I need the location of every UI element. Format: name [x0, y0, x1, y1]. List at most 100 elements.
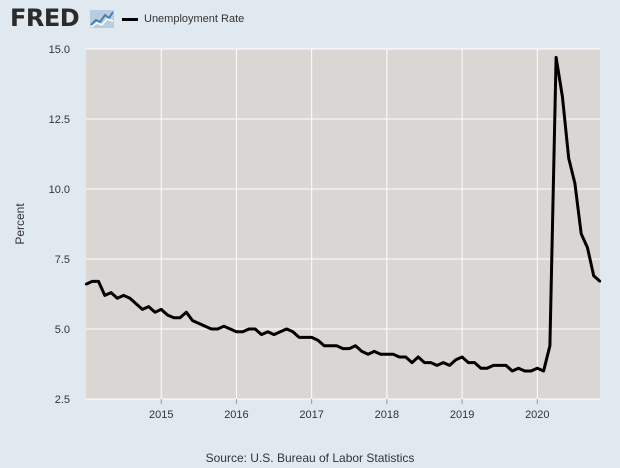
- gridlines: [86, 48, 600, 400]
- data-point: [435, 364, 439, 367]
- data-point: [116, 297, 119, 300]
- chart-legend: Unemployment Rate: [122, 12, 244, 26]
- data-point: [573, 182, 577, 185]
- data-point: [304, 336, 307, 339]
- data-point: [579, 232, 583, 235]
- data-point: [548, 344, 552, 347]
- data-point: [385, 353, 389, 356]
- y-axis-ticks: 2.5 5.0 7.5 10.0 12.5 15.0: [49, 44, 70, 406]
- data-point: [191, 319, 194, 322]
- chart-header: FRED Unemployment Rate: [0, 0, 620, 40]
- data-point: [128, 297, 132, 300]
- data-point: [266, 330, 269, 333]
- data-point: [429, 361, 432, 364]
- x-tick-label: 2016: [224, 409, 248, 421]
- data-series: [84, 55, 602, 373]
- data-point: [398, 355, 401, 359]
- data-point: [485, 367, 489, 370]
- data-point: [423, 361, 426, 364]
- fred-logo[interactable]: FRED: [10, 4, 80, 32]
- data-point: [166, 313, 169, 317]
- data-point: [561, 95, 564, 98]
- data-point: [316, 339, 320, 342]
- data-point: [454, 358, 458, 361]
- y-axis-label: Percent: [13, 203, 27, 245]
- data-point: [172, 316, 175, 319]
- data-point: [523, 369, 526, 373]
- data-point: [279, 330, 282, 333]
- data-point: [341, 347, 345, 350]
- data-point: [310, 336, 313, 339]
- line-graph-icon: [90, 10, 114, 28]
- data-point: [147, 305, 150, 308]
- data-point: [91, 280, 94, 283]
- data-point: [517, 367, 520, 370]
- data-point: [542, 369, 545, 373]
- data-point: [511, 369, 514, 373]
- data-point: [134, 302, 138, 305]
- data-point: [448, 364, 451, 367]
- data-point: [291, 330, 295, 333]
- data-point: [222, 325, 226, 328]
- data-point: [366, 353, 370, 356]
- data-point: [417, 355, 420, 359]
- data-point: [241, 330, 244, 333]
- data-point: [479, 367, 483, 370]
- data-point: [410, 361, 414, 364]
- legend-swatch: [122, 17, 138, 21]
- data-point: [84, 283, 88, 286]
- data-point: [467, 361, 470, 364]
- data-point: [285, 327, 288, 331]
- x-tick-label: 2015: [149, 409, 173, 421]
- data-point: [103, 294, 107, 297]
- data-point: [141, 308, 144, 311]
- data-point: [498, 364, 501, 367]
- data-point: [373, 350, 376, 353]
- x-tick-label: 2017: [299, 409, 323, 421]
- y-tick-label: 12.5: [49, 114, 70, 126]
- data-point: [228, 327, 232, 331]
- y-tick-label: 10.0: [49, 184, 70, 196]
- data-point: [567, 157, 570, 160]
- legend-label: Unemployment Rate: [144, 13, 245, 25]
- data-point: [586, 246, 589, 249]
- x-tick-label: 2020: [525, 409, 549, 421]
- data-point: [536, 367, 539, 370]
- data-point: [260, 333, 263, 336]
- y-tick-label: 7.5: [55, 254, 70, 266]
- data-point: [203, 325, 207, 328]
- data-point: [442, 361, 445, 364]
- data-point: [122, 294, 125, 297]
- data-point: [404, 355, 407, 359]
- data-point: [216, 327, 219, 331]
- data-point: [197, 322, 201, 325]
- data-point: [354, 344, 357, 347]
- data-point: [297, 336, 301, 339]
- x-axis-ticks: 2015 2016 2017 2018 2019 2020: [149, 399, 550, 421]
- y-tick-label: 2.5: [55, 394, 70, 406]
- data-point: [322, 344, 326, 347]
- data-point: [598, 280, 602, 283]
- y-tick-label: 15.0: [49, 44, 70, 56]
- data-point: [178, 316, 182, 319]
- data-point: [379, 353, 382, 356]
- data-point: [554, 56, 558, 59]
- y-tick-label: 5.0: [55, 324, 70, 336]
- data-point: [473, 361, 476, 364]
- data-point: [160, 308, 163, 311]
- data-point: [460, 355, 464, 359]
- x-tick-label: 2018: [375, 409, 399, 421]
- source-note: Source: U.S. Bureau of Labor Statistics: [205, 451, 415, 465]
- x-tick-label: 2019: [450, 409, 474, 421]
- data-point: [492, 364, 495, 367]
- data-point: [97, 280, 100, 283]
- data-point: [272, 333, 276, 336]
- data-point: [592, 274, 595, 277]
- data-point: [153, 311, 157, 314]
- data-point: [235, 330, 238, 333]
- data-point: [504, 364, 508, 367]
- data-point: [391, 353, 395, 356]
- plot-area: [86, 49, 600, 399]
- data-point: [185, 311, 188, 314]
